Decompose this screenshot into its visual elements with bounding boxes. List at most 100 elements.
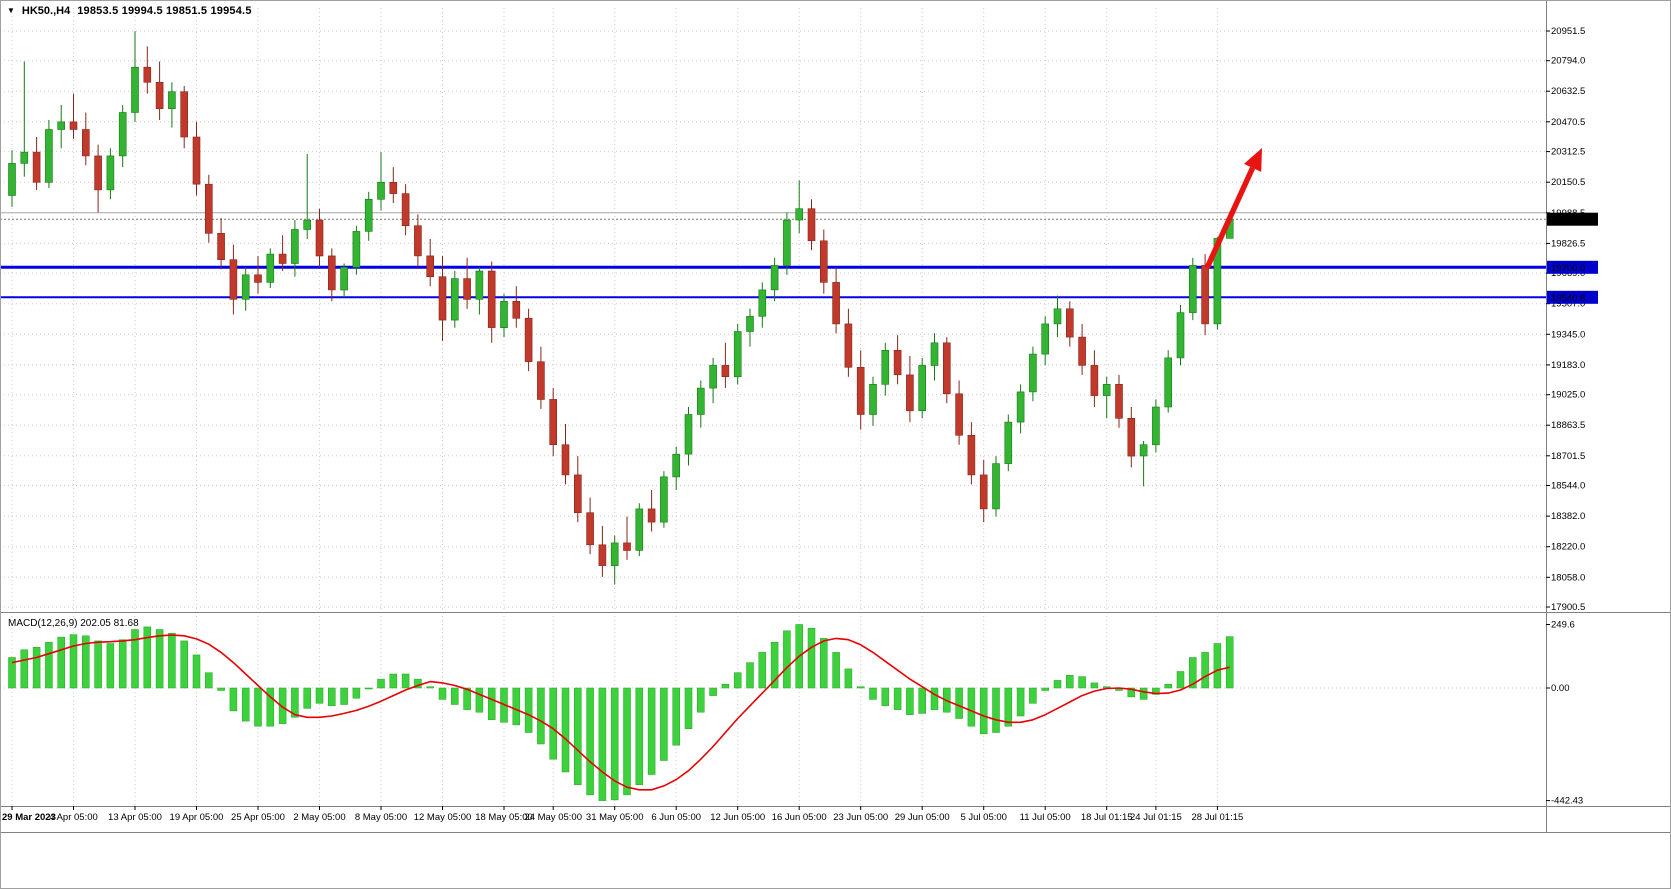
price-axis-label: 18382.0 xyxy=(1551,511,1585,522)
candle-body xyxy=(1213,238,1222,325)
macd-bar xyxy=(893,687,902,710)
macd-bar xyxy=(94,640,102,689)
macd-bar xyxy=(586,687,594,796)
macd-bar xyxy=(106,643,115,689)
candle-body xyxy=(291,229,299,264)
candle-body xyxy=(647,508,656,523)
candle-body xyxy=(229,259,238,300)
macd-bar xyxy=(549,687,557,760)
price-axis-label: 20794.0 xyxy=(1551,56,1585,67)
candle-body xyxy=(844,323,853,368)
candle-body xyxy=(586,512,594,546)
macd-bar xyxy=(45,641,53,689)
candle-body xyxy=(684,414,693,455)
macd-axis-label: -442.43 xyxy=(1551,796,1583,807)
candle-body xyxy=(856,366,865,415)
candle-body xyxy=(155,82,164,110)
macd-bar xyxy=(389,673,398,689)
candle-body xyxy=(266,253,275,283)
candle-body xyxy=(660,476,668,523)
candle-body xyxy=(955,393,963,436)
time-axis-label: 18 Jul 01:15 xyxy=(1081,812,1133,823)
macd-bar xyxy=(684,687,693,729)
macd-bar xyxy=(254,687,262,727)
candle-body xyxy=(610,542,619,566)
macd-bar xyxy=(869,687,877,700)
candle-body xyxy=(1053,308,1062,325)
candle-body xyxy=(832,282,840,325)
time-axis-label: 8 May 05:00 xyxy=(355,812,407,823)
macd-bar xyxy=(1152,687,1160,695)
candle-body xyxy=(918,365,927,411)
macd-bar xyxy=(1213,643,1222,689)
symbol-dropdown-icon[interactable]: ▼ xyxy=(7,6,15,15)
candle-body xyxy=(1078,336,1086,366)
candle-body xyxy=(475,270,484,300)
macd-bar xyxy=(143,626,152,689)
candle-body xyxy=(205,183,213,234)
price-axis-label: 20470.5 xyxy=(1551,117,1585,128)
macd-bar xyxy=(1139,687,1148,700)
candle-body xyxy=(463,278,471,300)
candle-body xyxy=(389,182,398,194)
candle-body xyxy=(192,136,201,185)
time-axis-label: 4 Apr 05:00 xyxy=(49,812,98,823)
time-axis-label: 2 May 05:00 xyxy=(293,812,345,823)
candle-body xyxy=(426,255,435,277)
time-axis-label: 16 Jun 05:00 xyxy=(772,812,827,823)
macd-bar xyxy=(758,652,767,689)
macd-bar xyxy=(451,687,459,705)
macd-bar xyxy=(1053,680,1062,689)
macd-bar xyxy=(783,630,791,689)
candle-body xyxy=(1152,406,1160,446)
macd-bar xyxy=(1164,683,1172,689)
time-axis-label: 31 May 05:00 xyxy=(586,812,644,823)
candle-body xyxy=(180,91,188,138)
candle-body xyxy=(450,278,459,321)
macd-bar xyxy=(1004,687,1013,727)
macd-bar xyxy=(487,687,496,721)
candle-body xyxy=(1090,365,1099,396)
time-axis-label: 6 Jun 05:00 xyxy=(651,812,701,823)
macd-axis[interactable]: 249.6 0.00 -442.43 xyxy=(1546,620,1583,807)
macd-bar xyxy=(647,687,656,775)
price-axis[interactable]: 20951.5 20794.0 20632.5 20470.5 20312.5 20150… xyxy=(1546,26,1585,613)
candle-body xyxy=(524,317,533,362)
macd-bar xyxy=(475,687,484,713)
candle-body xyxy=(721,365,730,377)
price-axis-label: 18544.0 xyxy=(1551,481,1585,492)
candle-body xyxy=(487,270,496,328)
time-axis-label: 11 Jul 05:00 xyxy=(1020,812,1071,823)
candle-body xyxy=(573,474,582,513)
macd-bar xyxy=(807,627,816,689)
price-axis-label: 19345.0 xyxy=(1551,329,1585,340)
macd-bar xyxy=(118,639,127,689)
macd-bar xyxy=(820,638,828,689)
macd-bar xyxy=(918,687,926,714)
candle-body xyxy=(881,349,890,385)
candle-body xyxy=(807,208,816,242)
macd-bar xyxy=(697,687,705,713)
macd-bar xyxy=(1078,676,1086,689)
macd-bar xyxy=(635,687,644,785)
macd-bar xyxy=(315,687,324,704)
price-axis-label: 19826.5 xyxy=(1551,238,1585,249)
price-axis-label: 20312.5 xyxy=(1551,147,1585,158)
candle-body xyxy=(979,474,988,510)
candle-body xyxy=(549,399,558,445)
macd-bar xyxy=(155,629,164,689)
macd-bar xyxy=(82,635,90,689)
macd-bar xyxy=(1090,682,1099,689)
time-axis-label: 25 Apr 05:00 xyxy=(231,812,285,823)
macd-bar xyxy=(192,654,201,689)
macd-bar xyxy=(1016,687,1025,717)
macd-bar xyxy=(721,683,730,689)
trend-arrow[interactable] xyxy=(1204,148,1262,270)
macd-bar xyxy=(770,641,779,689)
candle-body xyxy=(696,387,705,415)
macd-bar xyxy=(229,687,238,712)
